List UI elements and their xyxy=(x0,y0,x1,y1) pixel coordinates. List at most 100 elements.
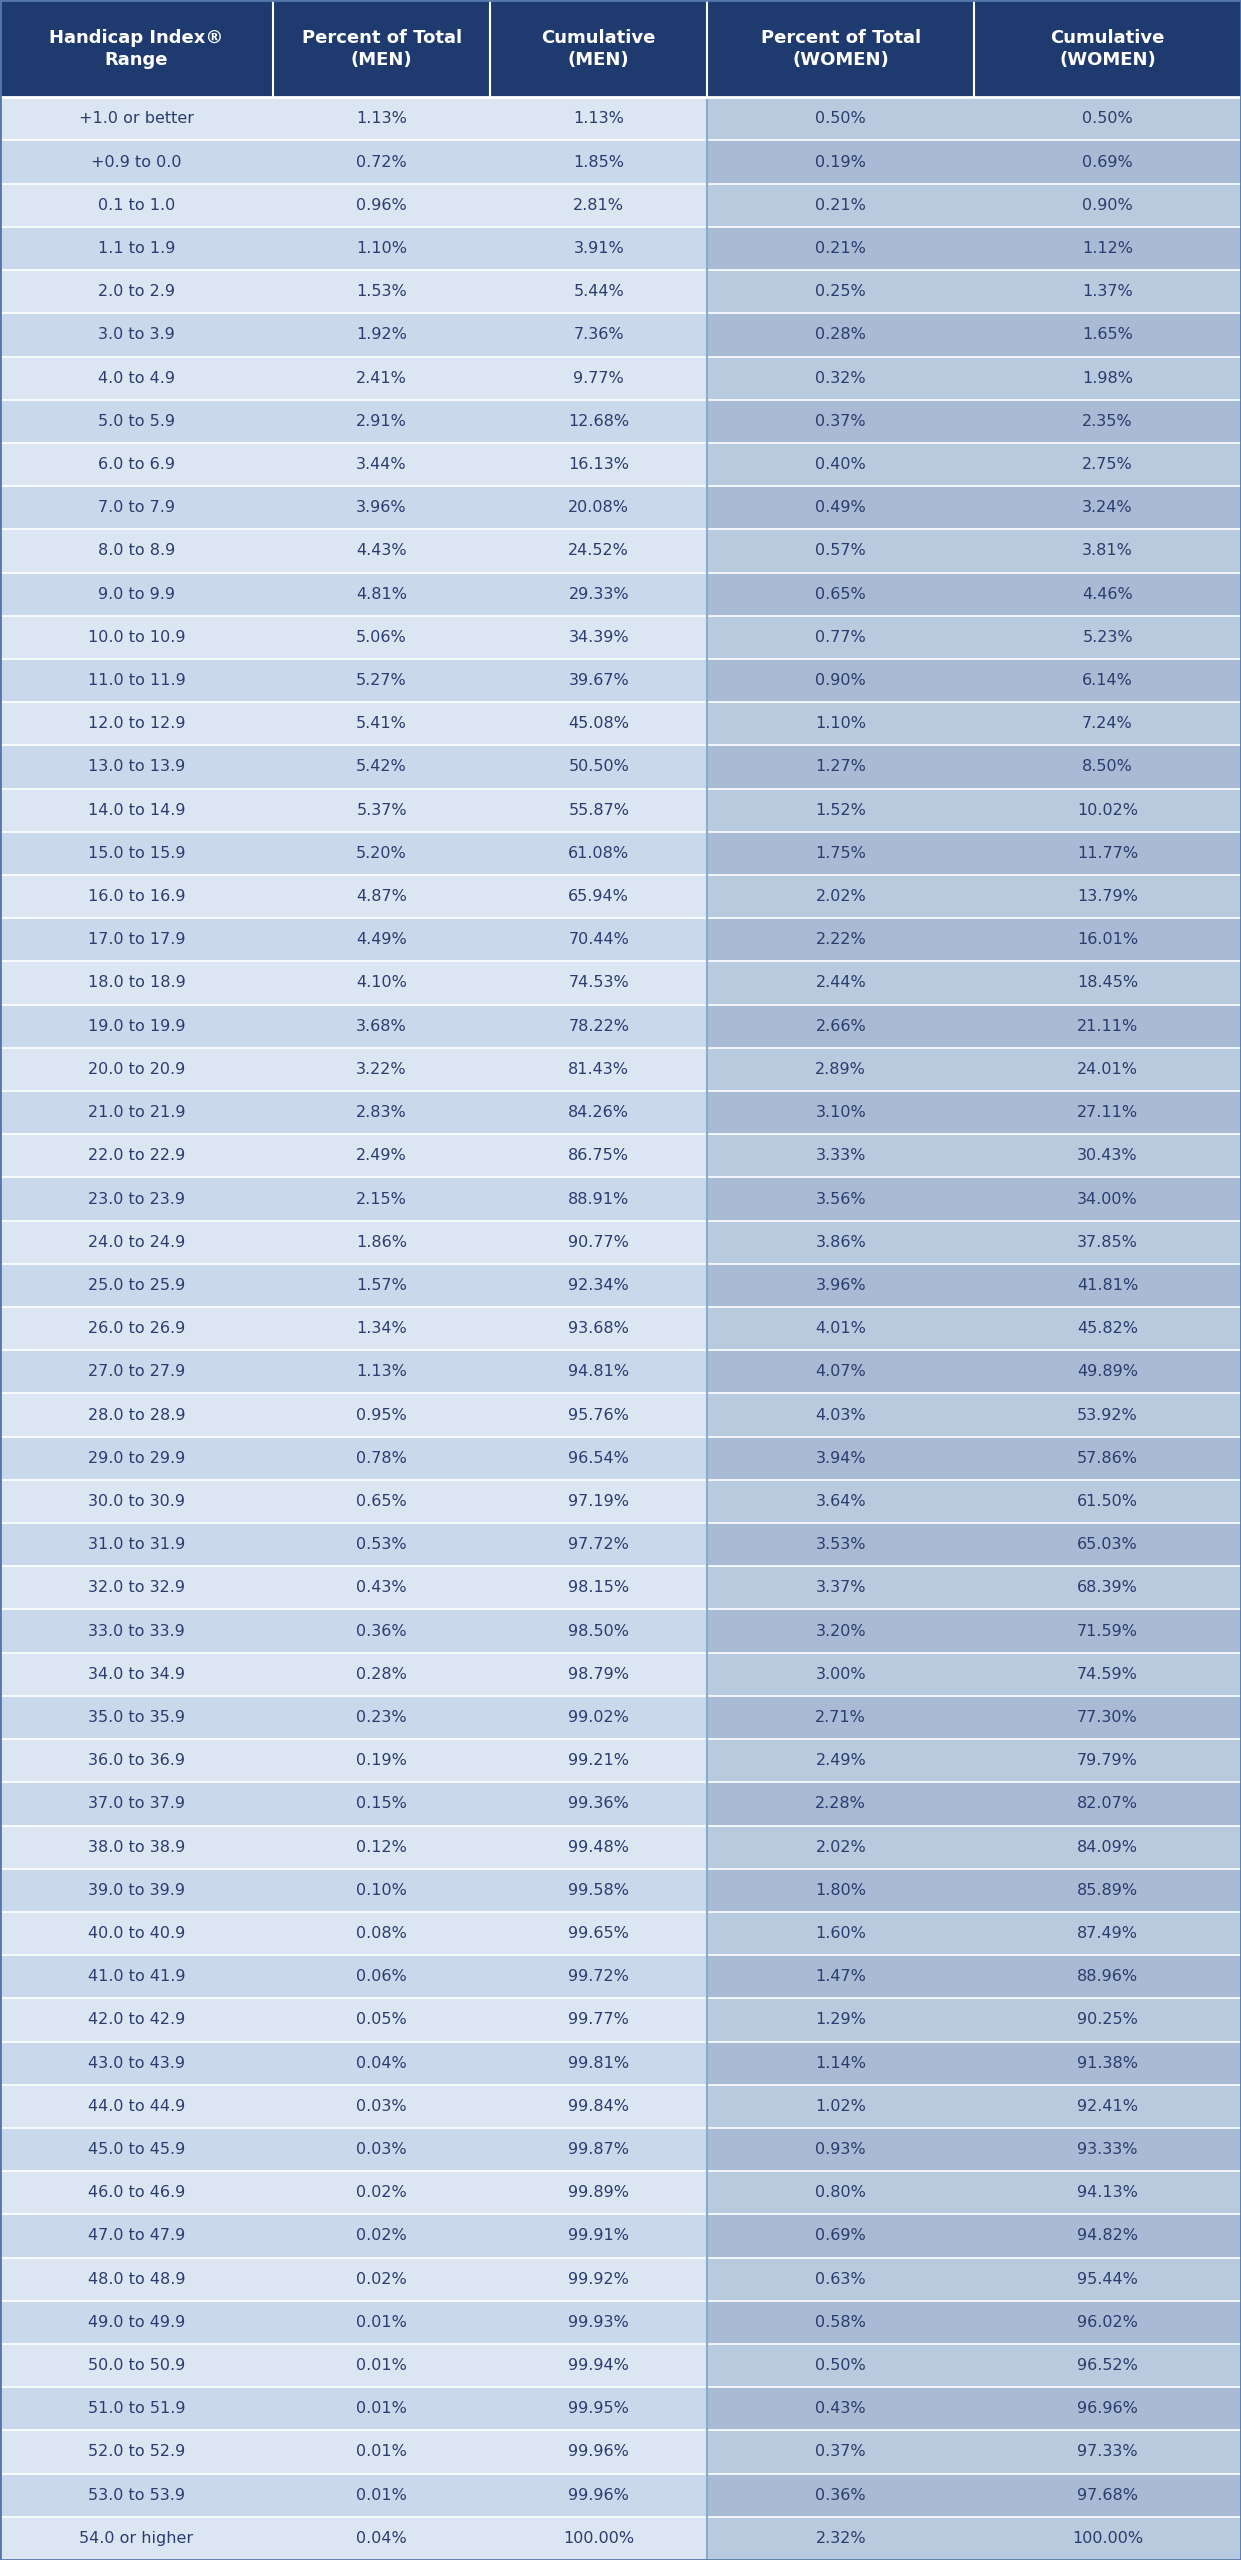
Text: 37.0 to 37.9: 37.0 to 37.9 xyxy=(88,1797,185,1812)
Text: 100.00%: 100.00% xyxy=(563,2532,634,2545)
Bar xyxy=(273,271,490,312)
Text: 0.08%: 0.08% xyxy=(356,1925,407,1940)
Bar xyxy=(707,399,974,443)
Bar xyxy=(974,1738,1241,1782)
Bar xyxy=(707,184,974,228)
Bar xyxy=(0,617,273,658)
Bar xyxy=(0,1349,273,1393)
Bar xyxy=(490,1523,707,1567)
Bar xyxy=(273,1091,490,1134)
Text: 41.0 to 41.9: 41.0 to 41.9 xyxy=(88,1969,185,1984)
Bar xyxy=(273,1738,490,1782)
Text: 1.13%: 1.13% xyxy=(356,1364,407,1380)
Bar xyxy=(490,1956,707,1999)
Bar xyxy=(490,1738,707,1782)
Text: 99.92%: 99.92% xyxy=(568,2271,629,2286)
Bar xyxy=(490,1436,707,1480)
Bar xyxy=(974,1134,1241,1178)
Text: 2.02%: 2.02% xyxy=(815,888,866,904)
Bar xyxy=(707,1825,974,1869)
Bar xyxy=(0,1610,273,1654)
Text: 0.25%: 0.25% xyxy=(815,284,866,300)
Bar xyxy=(974,2127,1241,2171)
Bar xyxy=(273,141,490,184)
Bar xyxy=(974,530,1241,573)
Text: 50.0 to 50.9: 50.0 to 50.9 xyxy=(88,2358,185,2373)
Text: 23.0 to 23.9: 23.0 to 23.9 xyxy=(88,1190,185,1206)
Text: 27.0 to 27.9: 27.0 to 27.9 xyxy=(88,1364,185,1380)
Bar xyxy=(707,443,974,486)
Text: 12.68%: 12.68% xyxy=(568,415,629,430)
Bar xyxy=(974,1523,1241,1567)
Text: 99.96%: 99.96% xyxy=(568,2488,629,2504)
Text: 0.90%: 0.90% xyxy=(815,673,866,689)
Bar xyxy=(974,1999,1241,2040)
Bar xyxy=(974,1004,1241,1047)
Text: 4.49%: 4.49% xyxy=(356,932,407,947)
Bar xyxy=(0,1265,273,1308)
Bar xyxy=(707,832,974,876)
Bar xyxy=(273,1610,490,1654)
Bar xyxy=(273,1654,490,1695)
Text: 1.13%: 1.13% xyxy=(573,113,624,125)
Text: 25.0 to 25.9: 25.0 to 25.9 xyxy=(88,1277,185,1293)
Bar xyxy=(974,486,1241,530)
Text: 98.15%: 98.15% xyxy=(568,1580,629,1595)
Bar xyxy=(0,1782,273,1825)
Text: 1.52%: 1.52% xyxy=(815,804,866,817)
Text: 3.37%: 3.37% xyxy=(815,1580,866,1595)
Bar xyxy=(273,1134,490,1178)
Bar xyxy=(974,2084,1241,2127)
Text: 9.0 to 9.9: 9.0 to 9.9 xyxy=(98,586,175,602)
Bar xyxy=(273,1999,490,2040)
Text: 99.48%: 99.48% xyxy=(568,1841,629,1853)
Text: 99.77%: 99.77% xyxy=(568,2012,629,2028)
Text: 0.06%: 0.06% xyxy=(356,1969,407,1984)
Bar xyxy=(0,573,273,617)
Text: 28.0 to 28.9: 28.0 to 28.9 xyxy=(88,1408,185,1423)
Text: 19.0 to 19.9: 19.0 to 19.9 xyxy=(88,1019,185,1034)
Bar xyxy=(273,1695,490,1738)
Text: 93.33%: 93.33% xyxy=(1077,2143,1138,2158)
Bar xyxy=(490,1782,707,1825)
Text: 78.22%: 78.22% xyxy=(568,1019,629,1034)
Bar xyxy=(273,919,490,963)
Text: 0.01%: 0.01% xyxy=(356,2358,407,2373)
Bar xyxy=(273,2516,490,2560)
Text: 36.0 to 36.9: 36.0 to 36.9 xyxy=(88,1754,185,1769)
Text: 3.86%: 3.86% xyxy=(815,1234,866,1249)
Bar xyxy=(490,1134,707,1178)
Bar xyxy=(974,1047,1241,1091)
Text: 99.95%: 99.95% xyxy=(568,2401,629,2417)
Text: 0.43%: 0.43% xyxy=(815,2401,866,2417)
Text: 99.72%: 99.72% xyxy=(568,1969,629,1984)
Text: 34.00%: 34.00% xyxy=(1077,1190,1138,1206)
Text: 5.37%: 5.37% xyxy=(356,804,407,817)
Bar xyxy=(974,1869,1241,1912)
Bar xyxy=(490,1221,707,1265)
Bar xyxy=(707,97,974,141)
Bar xyxy=(273,2214,490,2258)
Bar xyxy=(490,312,707,356)
Text: 18.45%: 18.45% xyxy=(1077,975,1138,991)
Bar xyxy=(974,2345,1241,2386)
Text: 0.01%: 0.01% xyxy=(356,2488,407,2504)
Bar xyxy=(490,963,707,1004)
Bar xyxy=(974,2214,1241,2258)
Text: 97.33%: 97.33% xyxy=(1077,2445,1138,2460)
Text: 84.26%: 84.26% xyxy=(568,1106,629,1121)
Text: 0.63%: 0.63% xyxy=(815,2271,866,2286)
Bar xyxy=(974,788,1241,832)
Bar xyxy=(974,97,1241,141)
Text: 47.0 to 47.9: 47.0 to 47.9 xyxy=(88,2227,185,2243)
Bar xyxy=(974,356,1241,399)
Text: 15.0 to 15.9: 15.0 to 15.9 xyxy=(88,845,185,860)
Bar xyxy=(273,1782,490,1825)
Text: 7.24%: 7.24% xyxy=(1082,717,1133,732)
Bar xyxy=(490,1912,707,1956)
Bar xyxy=(707,876,974,919)
Bar xyxy=(974,658,1241,701)
Bar xyxy=(273,1912,490,1956)
Bar xyxy=(0,1393,273,1436)
Text: 98.79%: 98.79% xyxy=(568,1667,629,1682)
